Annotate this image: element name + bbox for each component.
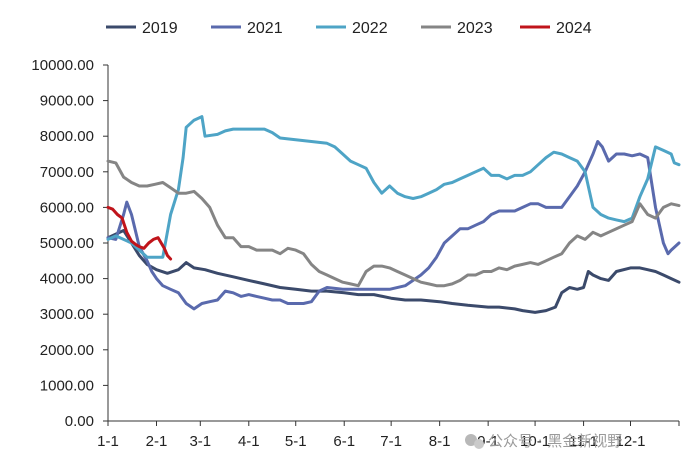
y-tick-label: 5000.00 [40,235,94,252]
y-tick-label: 7000.00 [40,164,94,181]
series-line-2019 [106,229,681,314]
x-tick-label: 11-1 [569,433,598,450]
x-tick-label: 3-1 [189,433,211,450]
y-tick-label: 9000.00 [40,93,94,110]
x-tick-label: 10-1 [520,433,550,450]
series-line-2024 [106,205,173,261]
legend-label-2024: 2024 [556,20,592,37]
legend-label-2022: 2022 [352,20,388,37]
x-tick-label: 12-1 [615,433,645,450]
y-tick-label: 4000.00 [40,271,94,288]
x-tick-label: 4-1 [238,433,260,450]
watermark-text: 公众号 · 黑金新视野 [488,432,622,450]
x-tick-label: 6-1 [333,433,355,450]
x-tick-label: 1-1 [97,433,119,450]
x-axis: 1-1 2-1 3-1 4-1 5-1 6-1 7-1 8-1 9-1 10-1 11-1 12-1 [97,420,680,450]
y-tick-label: 10000.00 [31,57,94,74]
wechat-icon [465,434,477,446]
series-layer [106,115,681,314]
legend-label-2023: 2023 [457,20,493,37]
watermark: 公众号 · 黑金新视野 [465,432,622,450]
x-tick-label: 8-1 [429,433,451,450]
legend-label-2021: 2021 [247,20,283,37]
y-tick-label: 1000.00 [40,377,94,394]
legend-label-2019: 2019 [142,20,178,37]
legend: 2019 2021 2022 2023 2024 [106,20,592,37]
x-tick-label: 7-1 [380,433,402,450]
y-tick-label: 2000.00 [40,342,94,359]
y-tick-label: 0.00 [65,413,94,430]
y-tick-label: 8000.00 [40,128,94,145]
wechat-icon [474,439,484,449]
x-tick-label: 5-1 [285,433,307,450]
series-line-2023 [106,159,681,288]
y-tick-label: 3000.00 [40,306,94,323]
y-axis: 0.00 1000.00 2000.00 3000.00 4000.00 5000.00 6… [31,57,109,430]
series-line-2021 [106,140,681,311]
y-tick-label: 6000.00 [40,199,94,216]
series-line-2022 [106,115,681,259]
x-tick-label: 2-1 [146,433,168,450]
